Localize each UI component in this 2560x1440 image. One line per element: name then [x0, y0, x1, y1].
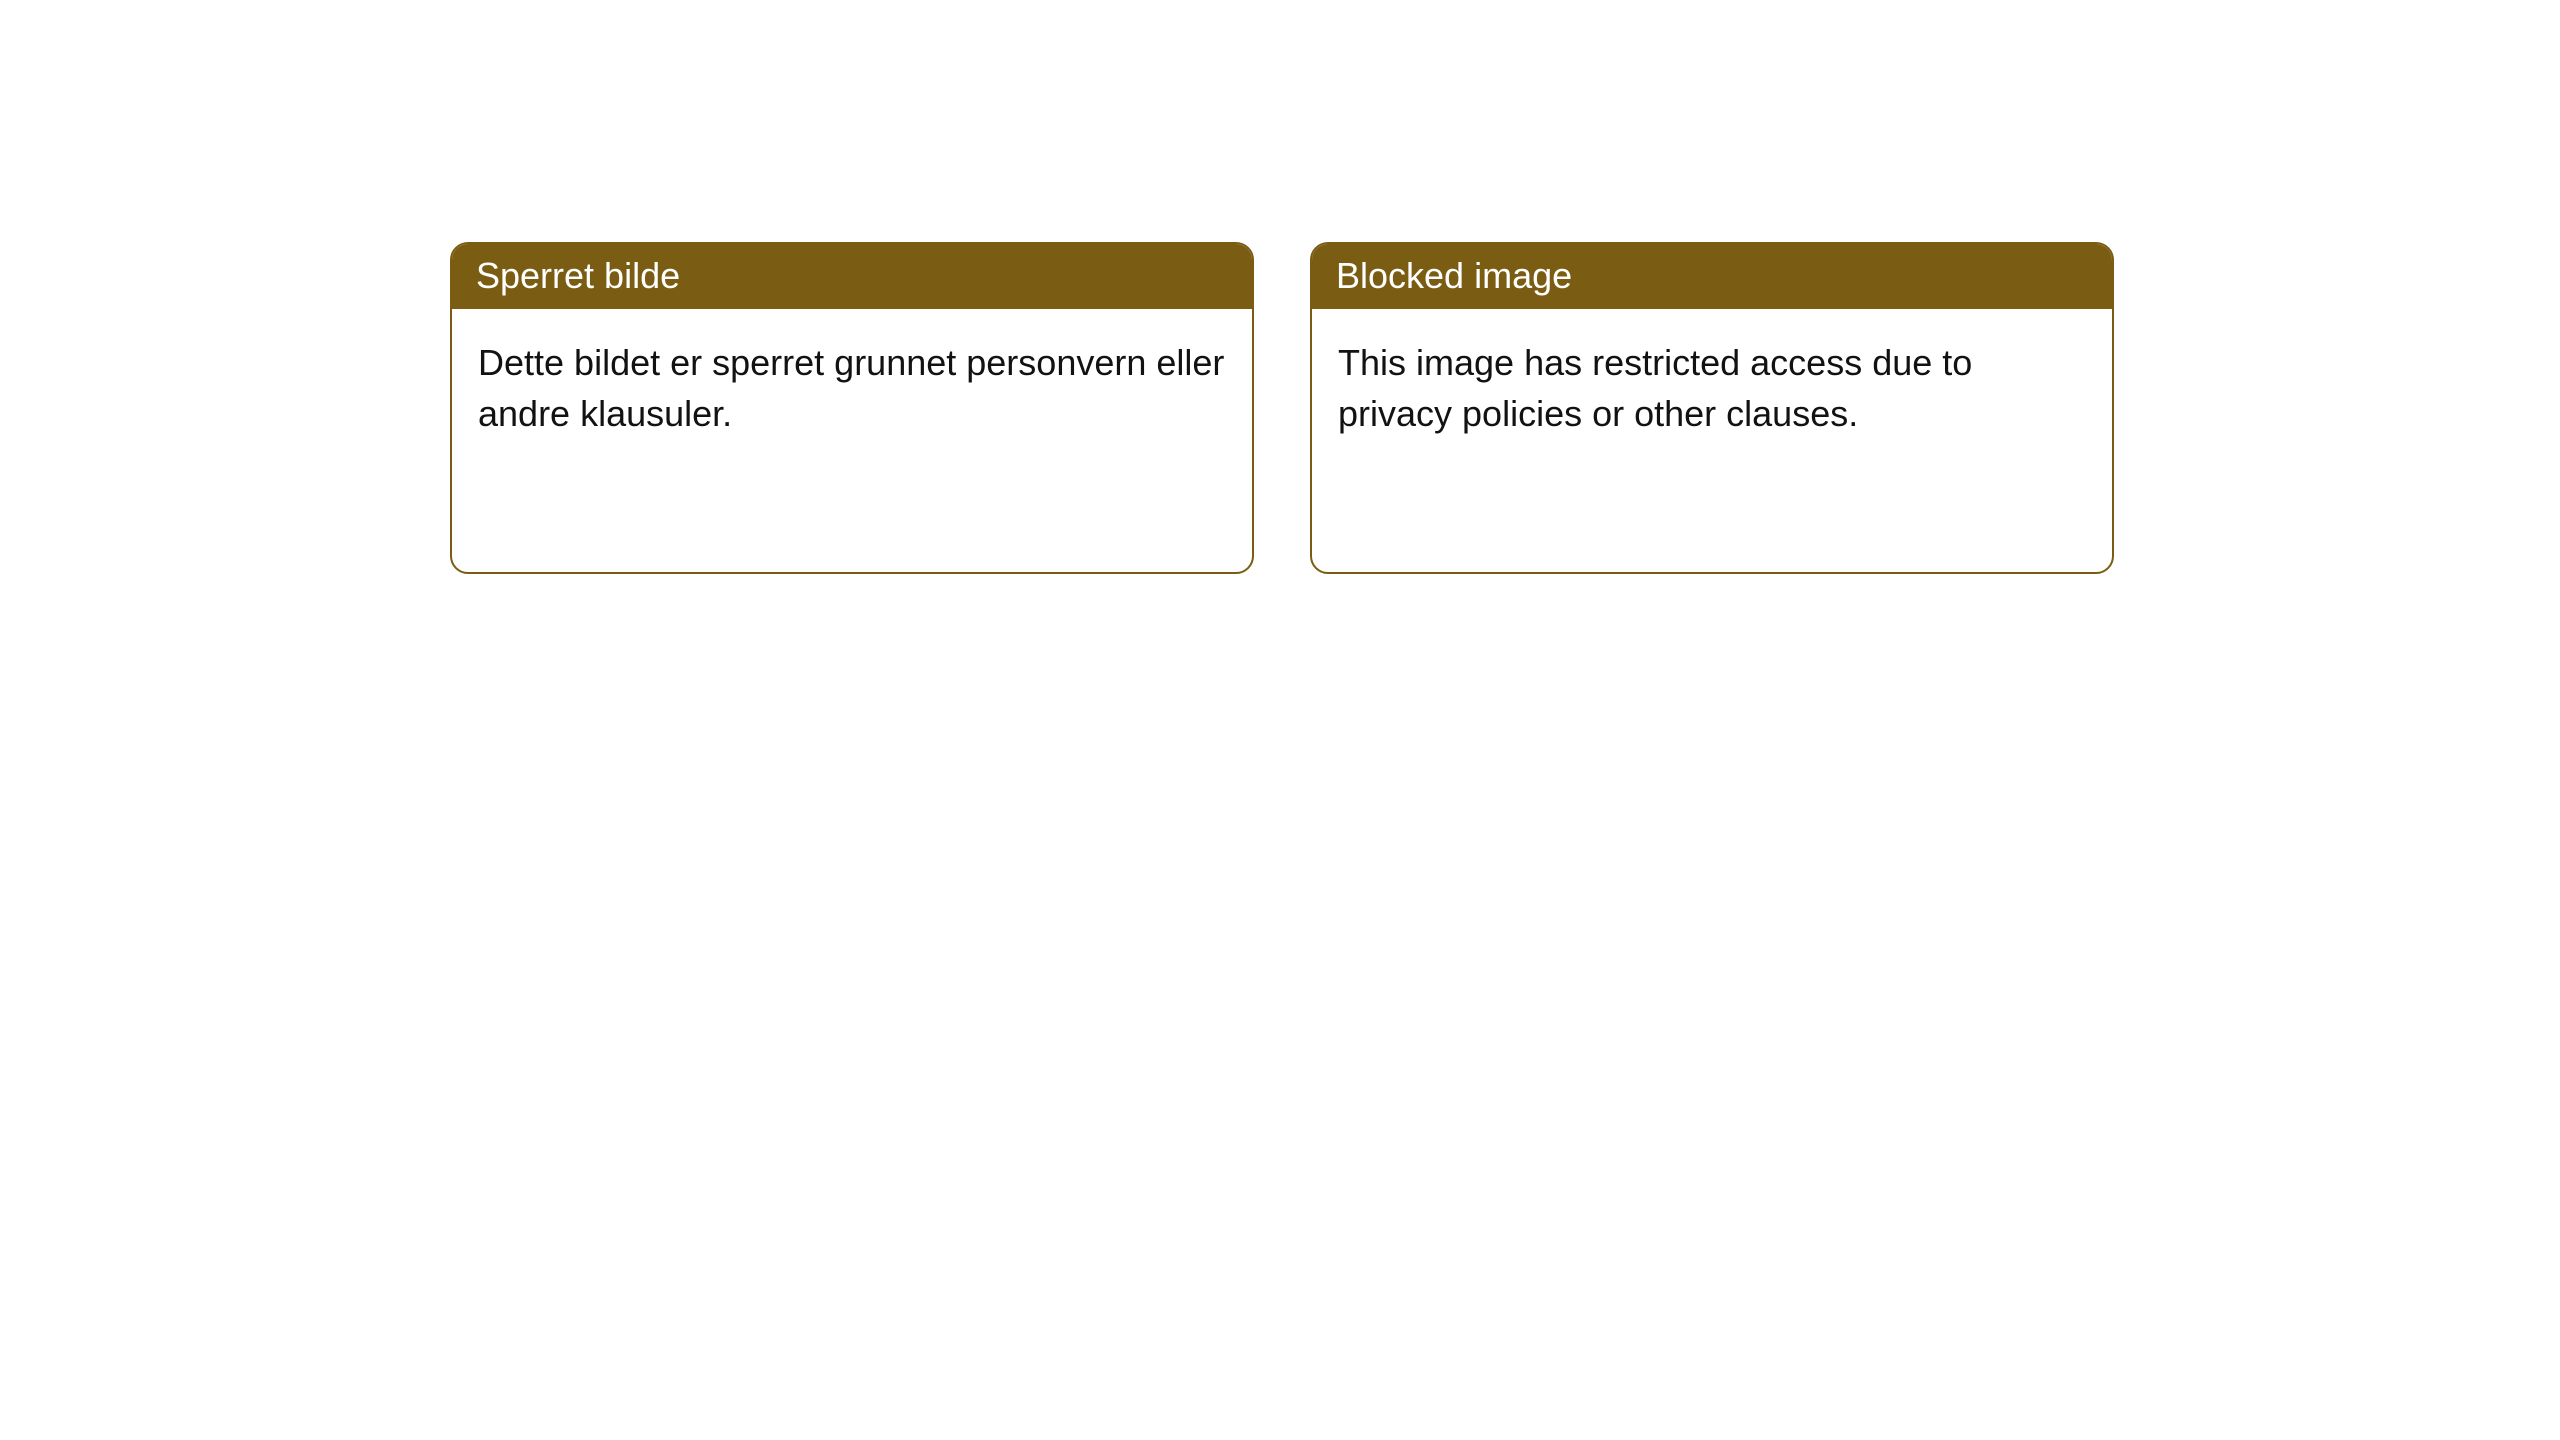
card-body: This image has restricted access due to …: [1312, 309, 2112, 467]
blocked-image-card-no: Sperret bilde Dette bildet er sperret gr…: [450, 242, 1254, 574]
notice-container: Sperret bilde Dette bildet er sperret gr…: [0, 0, 2560, 574]
card-body: Dette bildet er sperret grunnet personve…: [452, 309, 1252, 467]
card-title: Blocked image: [1312, 244, 2112, 309]
blocked-image-card-en: Blocked image This image has restricted …: [1310, 242, 2114, 574]
card-title: Sperret bilde: [452, 244, 1252, 309]
